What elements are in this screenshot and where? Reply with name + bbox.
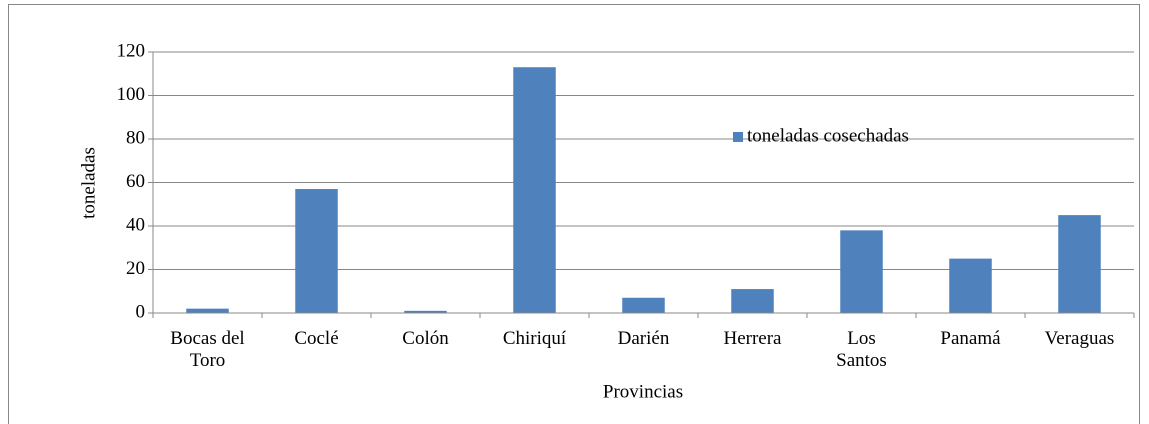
bar — [840, 230, 883, 313]
bar — [949, 258, 992, 313]
bar — [1058, 215, 1101, 313]
y-tick-label: 20 — [126, 258, 145, 279]
bar — [295, 189, 338, 313]
y-tick-label: 80 — [126, 127, 145, 148]
x-tick-label: Veraguas — [1044, 328, 1115, 349]
bar — [513, 67, 556, 313]
bar — [404, 310, 447, 313]
x-tick-label: Darién — [617, 328, 670, 349]
chart-border — [8, 4, 1140, 424]
x-axis-title: Provincias — [603, 381, 683, 402]
x-tick-label: Los Santos — [836, 328, 887, 371]
x-tick-label: Colón — [402, 328, 449, 349]
legend-swatch — [733, 132, 743, 142]
x-tick-label: Chiriquí — [502, 328, 567, 349]
x-tick-label: Bocas del Toro — [170, 328, 245, 371]
bar — [731, 289, 774, 313]
y-tick-label: 0 — [136, 301, 146, 322]
bar — [622, 297, 665, 313]
x-tick-label: Coclé — [294, 328, 339, 349]
x-tick-label: Panamá — [940, 328, 1001, 349]
bar — [186, 308, 229, 313]
y-tick-label: 120 — [117, 40, 146, 61]
y-axis-title: toneladas — [78, 147, 99, 219]
x-tick-label: Herrera — [723, 328, 782, 349]
y-tick-label: 40 — [126, 214, 145, 235]
y-tick-label: 100 — [117, 84, 146, 105]
legend-label: toneladas cosechadas — [747, 125, 909, 146]
y-tick-label: 60 — [126, 171, 145, 192]
